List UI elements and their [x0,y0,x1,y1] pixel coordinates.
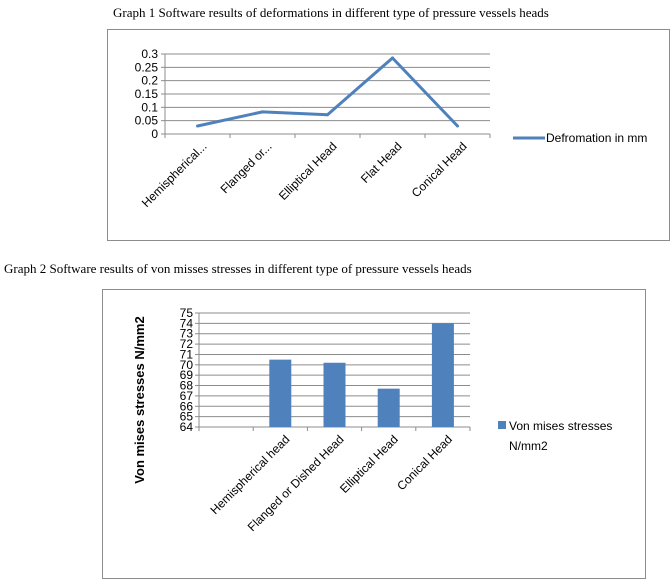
y-tick-label: 0.15 [135,87,159,101]
legend-label-line2: N/mm2 [509,439,548,453]
x-tick-label: Elliptical Head [276,139,340,203]
legend-label: Defromation in mm [546,131,647,145]
data-point [261,110,264,114]
y-tick-label: 67 [180,389,194,403]
graph1-caption: Graph 1 Software results of deformations… [113,5,549,20]
y-tick-label: 0.2 [141,74,158,88]
x-tick-label: Flanged or... [218,139,275,196]
y-tick-label: 66 [180,399,194,413]
graph1-chart-area: 0 0.05 0.1 0.15 0.2 0.25 0.3 Hemispherical... Fl… [107,29,670,241]
data-point [456,124,459,128]
y-tick-label: 68 [180,379,194,393]
y-tick-label: 65 [180,410,194,424]
y-tick-label: 72 [180,337,194,351]
bar [431,323,454,427]
y-tick-label: 74 [180,316,194,330]
y-tick-label: 0 [151,127,158,141]
y-tick-label: 0.3 [141,47,158,61]
x-tick-label: Flanged or Dished Head [245,432,347,534]
y-tick-label: 64 [180,420,194,434]
x-tick-label: Hemispherical... [139,139,210,210]
data-point [391,56,394,60]
graph2-chart-area: 64 65 66 67 68 69 70 71 72 73 74 75 Hemispherical he… [102,289,646,579]
y-tick-label: 0.25 [135,60,159,74]
legend-label-line1: Von mises stresses [509,419,612,433]
y-tick-label: 75 [180,306,194,320]
y-tick-label: 69 [180,368,194,382]
x-tick-label: Conical Head [409,139,470,200]
y-axis-title: Von mises stresses N/mm2 [132,316,147,483]
x-tick-label: Conical Head [394,432,455,493]
data-point [326,113,329,117]
data-point [196,124,199,128]
y-tick-label: 71 [180,347,194,361]
y-tick-label: 73 [180,327,194,341]
y-tick-label: 0.1 [141,100,158,114]
y-tick-label: 0.05 [135,114,159,128]
bar [323,362,346,427]
bar [269,359,292,427]
legend-swatch [498,421,506,429]
bar [377,388,400,427]
x-tick-label: Flat Head [358,139,405,186]
x-tick-label: Elliptical Head [337,432,401,496]
graph2-caption: Graph 2 Software results of von misses s… [4,261,472,276]
y-tick-label: 70 [180,358,194,372]
